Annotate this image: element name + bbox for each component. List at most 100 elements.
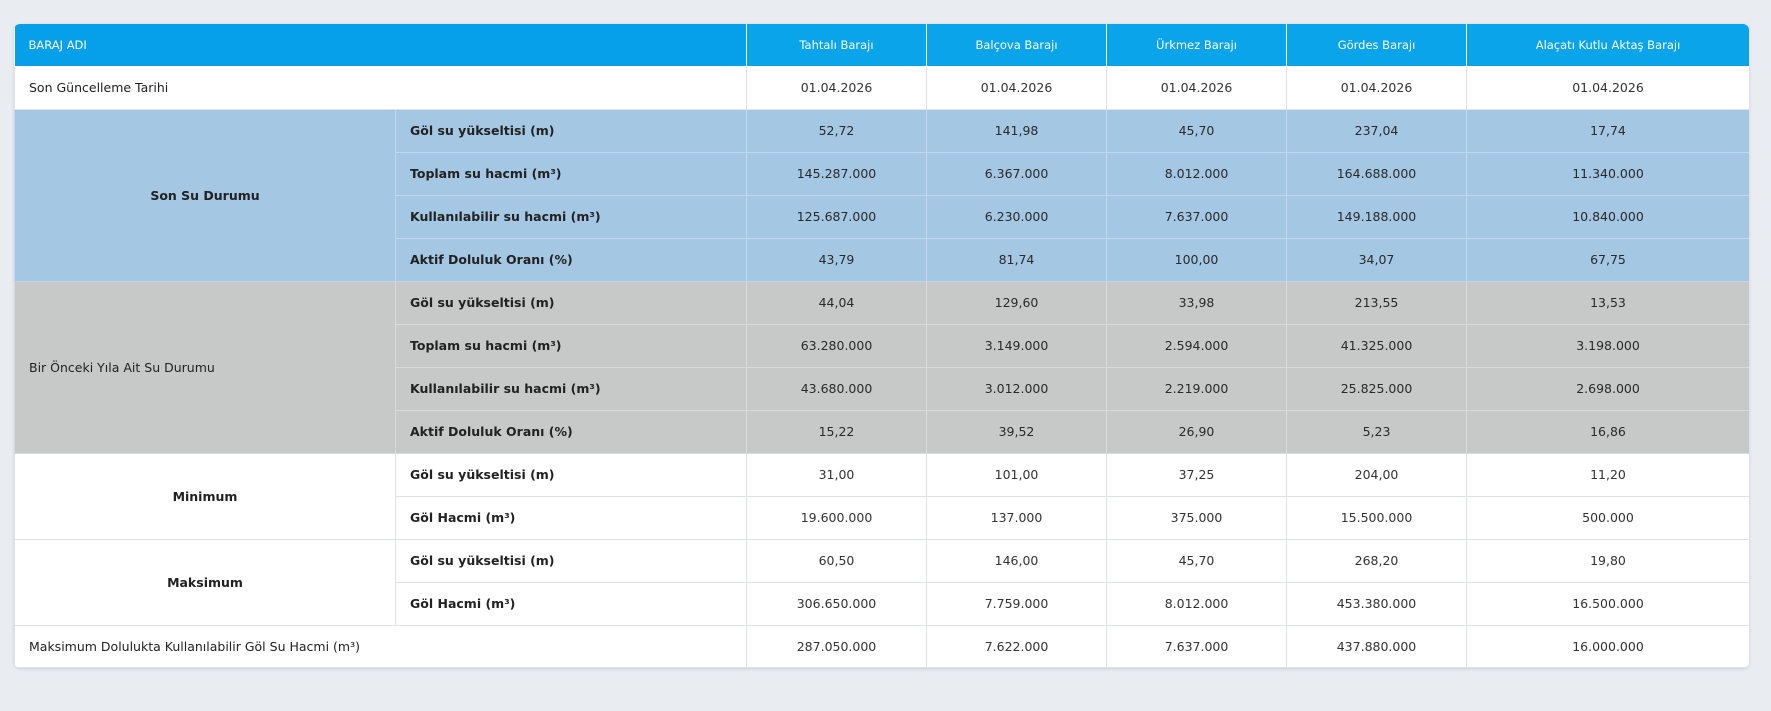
table-cell: 101,00 — [926, 452, 1107, 497]
row-label: Aktif Doluluk Oranı (%) — [395, 237, 747, 282]
table-cell: 26,90 — [1106, 409, 1287, 454]
header-dam-name: Ürkmez Barajı — [1106, 24, 1287, 67]
table-cell: 17,74 — [1466, 108, 1749, 153]
table-cell: 213,55 — [1286, 280, 1467, 325]
table-cell: 45,70 — [1106, 108, 1287, 153]
table-cell: 7.622.000 — [926, 624, 1107, 668]
group-label-current: Son Su Durumu — [14, 108, 396, 282]
table-cell: 01.04.2026 — [1466, 65, 1749, 110]
table-cell: 5,23 — [1286, 409, 1467, 454]
table-cell: 306.650.000 — [746, 581, 927, 626]
header-dam-name: Alaçatı Kutlu Aktaş Barajı — [1466, 24, 1749, 67]
table-cell: 2.698.000 — [1466, 366, 1749, 411]
table-row: Kullanılabilir su hacmi (m³) 125.687.000… — [15, 194, 1749, 239]
table-cell: 500.000 — [1466, 495, 1749, 540]
table-cell: 2.594.000 — [1106, 323, 1287, 368]
table-cell: 145.287.000 — [746, 151, 927, 196]
table-cell: 149.188.000 — [1286, 194, 1467, 239]
table-cell: 6.367.000 — [926, 151, 1107, 196]
table-cell: 141,98 — [926, 108, 1107, 153]
table-cell: 60,50 — [746, 538, 927, 583]
table-header-row: BARAJ ADI Tahtalı Barajı Balçova Barajı … — [14, 24, 1749, 67]
table-row: Aktif Doluluk Oranı (%) 43,79 81,74 100,… — [15, 237, 1749, 282]
group-label-previous-year: Bir Önceki Yıla Ait Su Durumu — [14, 280, 396, 454]
table-row: Minimum Göl su yükseltisi (m) 31,00 101,… — [14, 452, 1749, 540]
table-cell: 375.000 — [1106, 495, 1287, 540]
table-cell: 44,04 — [746, 280, 927, 325]
table-cell: 137.000 — [926, 495, 1107, 540]
table-row: Son Su Durumu Göl su yükseltisi (m) 52,7… — [14, 108, 1749, 282]
table-cell: 16,86 — [1466, 409, 1749, 454]
table-cell: 10.840.000 — [1466, 194, 1749, 239]
table-cell: 01.04.2026 — [1106, 65, 1287, 110]
table-row: Toplam su hacmi (m³) 63.280.000 3.149.00… — [15, 323, 1749, 368]
header-dam-name: Balçova Barajı — [926, 24, 1107, 67]
group-label-maximum: Maksimum — [14, 538, 396, 626]
table-cell: 01.04.2026 — [746, 65, 927, 110]
row-label: Göl Hacmi (m³) — [395, 581, 747, 626]
table-cell: 8.012.000 — [1106, 151, 1287, 196]
table-cell: 19,80 — [1466, 538, 1749, 583]
table-cell: 52,72 — [746, 108, 927, 153]
table-cell: 19.600.000 — [746, 495, 927, 540]
table-row: Bir Önceki Yıla Ait Su Durumu Göl su yük… — [14, 280, 1749, 454]
row-label: Göl su yükseltisi (m) — [395, 280, 747, 325]
table-cell: 3.012.000 — [926, 366, 1107, 411]
table-row: Göl Hacmi (m³) 19.600.000 137.000 375.00… — [15, 495, 1749, 540]
table-cell: 37,25 — [1106, 452, 1287, 497]
table-cell: 43,79 — [746, 237, 927, 282]
table-row: Son Güncelleme Tarihi 01.04.2026 01.04.2… — [14, 65, 1749, 110]
table-row: Maksimum Göl su yükseltisi (m) 60,50 146… — [14, 538, 1749, 626]
table-cell: 15,22 — [746, 409, 927, 454]
row-label-update-date: Son Güncelleme Tarihi — [14, 65, 747, 110]
table-cell: 437.880.000 — [1286, 624, 1467, 668]
dam-status-table: BARAJ ADI Tahtalı Barajı Balçova Barajı … — [14, 24, 1749, 668]
table-row: Göl Hacmi (m³) 306.650.000 7.759.000 8.0… — [15, 581, 1749, 626]
table-cell: 287.050.000 — [746, 624, 927, 668]
row-label: Toplam su hacmi (m³) — [395, 151, 747, 196]
table-cell: 3.149.000 — [926, 323, 1107, 368]
table-cell: 45,70 — [1106, 538, 1287, 583]
table-cell: 11,20 — [1466, 452, 1749, 497]
row-label: Göl Hacmi (m³) — [395, 495, 747, 540]
row-label: Aktif Doluluk Oranı (%) — [395, 409, 747, 454]
table-cell: 31,00 — [746, 452, 927, 497]
table-cell: 7.759.000 — [926, 581, 1107, 626]
table-cell: 7.637.000 — [1106, 624, 1287, 668]
row-label: Toplam su hacmi (m³) — [395, 323, 747, 368]
table-cell: 146,00 — [926, 538, 1107, 583]
table-cell: 63.280.000 — [746, 323, 927, 368]
row-label-max-usable-volume: Maksimum Dolulukta Kullanılabilir Göl Su… — [14, 624, 747, 668]
table-cell: 43.680.000 — [746, 366, 927, 411]
table-cell: 39,52 — [926, 409, 1107, 454]
table-cell: 3.198.000 — [1466, 323, 1749, 368]
table-cell: 2.219.000 — [1106, 366, 1287, 411]
table-row: Toplam su hacmi (m³) 145.287.000 6.367.0… — [15, 151, 1749, 196]
table-cell: 237,04 — [1286, 108, 1467, 153]
row-label: Göl su yükseltisi (m) — [395, 452, 747, 497]
header-dam-name: Tahtalı Barajı — [746, 24, 927, 67]
table-cell: 41.325.000 — [1286, 323, 1467, 368]
header-baraj-adi: BARAJ ADI — [14, 24, 747, 67]
table-cell: 01.04.2026 — [1286, 65, 1467, 110]
table-cell: 33,98 — [1106, 280, 1287, 325]
dam-status-card: BARAJ ADI Tahtalı Barajı Balçova Barajı … — [14, 24, 1749, 668]
table-cell: 67,75 — [1466, 237, 1749, 282]
table-row: Aktif Doluluk Oranı (%) 15,22 39,52 26,9… — [15, 409, 1749, 454]
row-label: Kullanılabilir su hacmi (m³) — [395, 194, 747, 239]
table-cell: 13,53 — [1466, 280, 1749, 325]
table-cell: 16.000.000 — [1466, 624, 1749, 668]
table-cell: 25.825.000 — [1286, 366, 1467, 411]
table-cell: 81,74 — [926, 237, 1107, 282]
table-cell: 11.340.000 — [1466, 151, 1749, 196]
header-dam-name: Gördes Barajı — [1286, 24, 1467, 67]
table-cell: 8.012.000 — [1106, 581, 1287, 626]
row-label: Göl su yükseltisi (m) — [395, 108, 747, 153]
table-cell: 34,07 — [1286, 237, 1467, 282]
table-cell: 100,00 — [1106, 237, 1287, 282]
table-cell: 7.637.000 — [1106, 194, 1287, 239]
table-cell: 01.04.2026 — [926, 65, 1107, 110]
row-label: Kullanılabilir su hacmi (m³) — [395, 366, 747, 411]
table-cell: 268,20 — [1286, 538, 1467, 583]
table-cell: 164.688.000 — [1286, 151, 1467, 196]
